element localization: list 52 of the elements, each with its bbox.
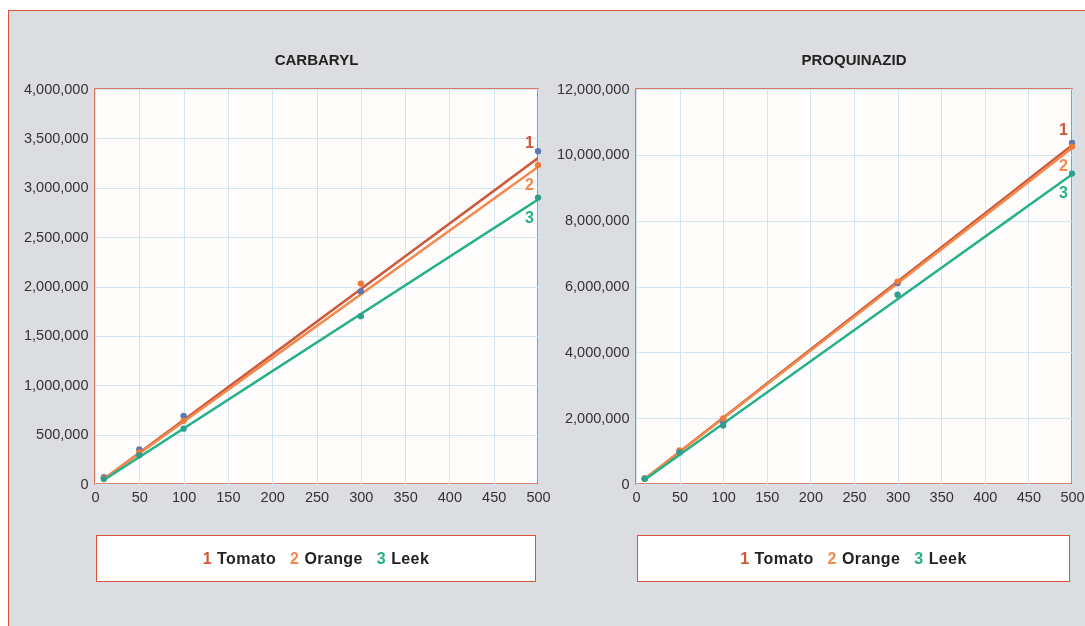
x-tick-label: 150 — [216, 488, 241, 505]
y-tick-label: 8,000,000 — [564, 212, 630, 229]
x-tick-label: 400 — [437, 488, 462, 505]
x-tick-label: 200 — [260, 488, 285, 505]
y-tick-label: 1,500,000 — [23, 327, 89, 344]
text: 1 Tomato — [202, 549, 277, 568]
text: 1 Tomato — [740, 549, 814, 568]
x-tick-label: 300 — [886, 488, 911, 505]
y-tick-label: 2,000,000 — [23, 278, 89, 294]
y-tick-label: 0 — [80, 475, 89, 492]
y-tick-label: 12,000,000 — [556, 80, 630, 97]
x-tick-label: 200 — [798, 488, 823, 505]
chart-title: PROQUINAZID — [801, 51, 907, 68]
y-tick-label: 6,000,000 — [564, 278, 630, 294]
annotation: 3 — [525, 208, 535, 226]
y-tick-label: 3,000,000 — [23, 179, 89, 196]
x-tick-label: 0 — [632, 488, 641, 505]
annotation: 2 — [525, 176, 535, 194]
y-tick-label: 500,000 — [36, 426, 89, 443]
y-tick-label: 4,000,000 — [23, 80, 89, 97]
x-tick-label: 500 — [526, 488, 551, 505]
x-tick-label: 50 — [672, 488, 689, 505]
x-tick-label: 50 — [131, 488, 148, 505]
x-tick-label: 400 — [973, 488, 998, 505]
x-tick-label: 500 — [1060, 488, 1085, 505]
x-tick-label: 300 — [349, 488, 374, 505]
annotation: 2 — [1059, 157, 1069, 175]
y-tick-label: 0 — [621, 475, 630, 492]
x-tick-label: 450 — [1016, 488, 1041, 505]
text: 2 Orange — [290, 549, 363, 568]
annotation: 1 — [1059, 121, 1069, 139]
y-tick-label: 2,500,000 — [23, 228, 89, 245]
text: 3 Leek — [376, 549, 430, 568]
y-tick-label: 3,500,000 — [23, 129, 89, 146]
x-tick-label: 250 — [304, 488, 330, 505]
text: 2 Orange — [827, 549, 901, 568]
x-tick-label: 150 — [755, 488, 780, 505]
x-tick-label: 350 — [929, 488, 954, 505]
x-tick-label: 250 — [842, 488, 867, 505]
y-tick-label: 1,000,000 — [23, 376, 89, 393]
y-tick-label: 4,000,000 — [564, 343, 630, 360]
y-tick-label: 2,000,000 — [564, 409, 630, 426]
annotation: 1 — [525, 134, 535, 152]
x-tick-label: 100 — [711, 488, 736, 505]
x-tick-label: 0 — [91, 488, 100, 505]
chart-title: CARBARYL — [274, 51, 359, 68]
x-tick-label: 450 — [482, 488, 507, 505]
x-tick-label: 350 — [393, 488, 418, 505]
x-tick-label: 100 — [172, 488, 197, 505]
text: 3 Leek — [914, 549, 967, 568]
y-tick-label: 10,000,000 — [556, 146, 630, 163]
annotation: 3 — [1059, 183, 1069, 201]
